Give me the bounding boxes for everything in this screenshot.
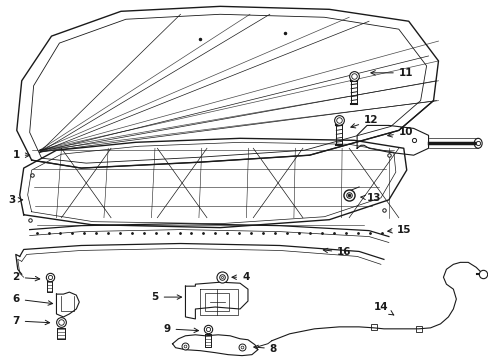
Text: 8: 8 — [253, 344, 277, 354]
Text: 6: 6 — [13, 294, 53, 305]
Text: 9: 9 — [163, 324, 198, 334]
Bar — [370, 324, 376, 330]
Text: 7: 7 — [12, 316, 49, 326]
Text: 10: 10 — [387, 127, 412, 138]
Text: 12: 12 — [350, 116, 378, 128]
Text: 3: 3 — [8, 195, 22, 205]
Text: 4: 4 — [231, 272, 249, 282]
Bar — [415, 326, 421, 332]
Text: 11: 11 — [370, 68, 412, 78]
Text: 13: 13 — [360, 193, 381, 203]
Text: 1: 1 — [13, 150, 30, 160]
Text: 14: 14 — [373, 302, 393, 315]
Text: 5: 5 — [151, 292, 181, 302]
Text: 16: 16 — [323, 247, 351, 257]
Text: 2: 2 — [13, 272, 40, 282]
Text: 15: 15 — [387, 225, 410, 235]
